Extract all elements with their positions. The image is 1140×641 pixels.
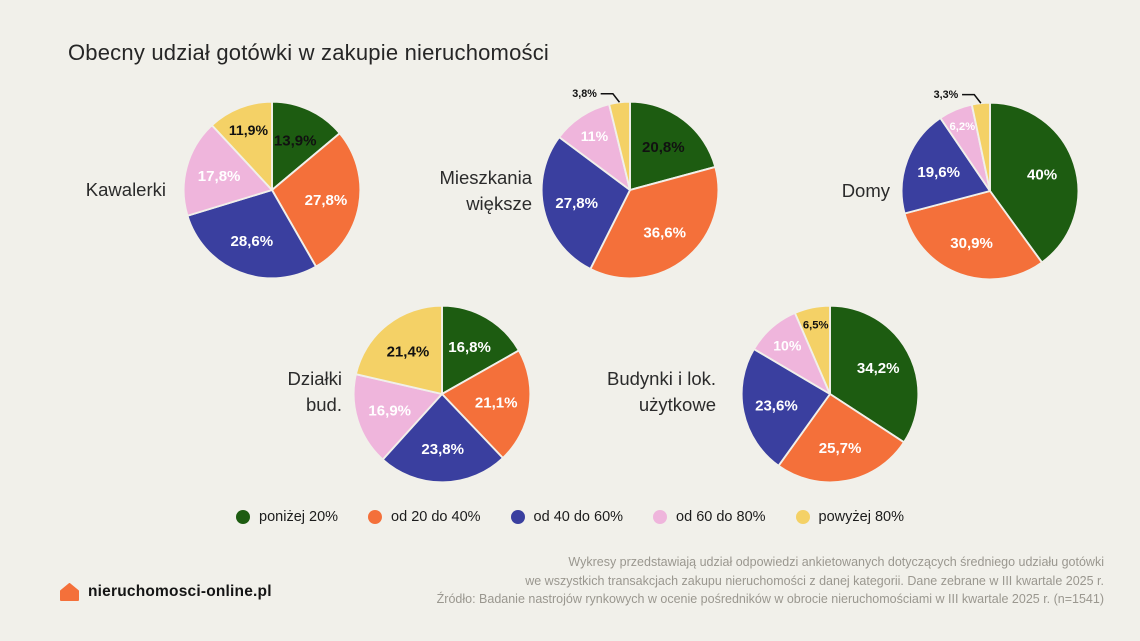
legend-item-orange: od 20 do 40% [368,509,481,525]
pie-slice-label: 25,7% [819,440,862,457]
legend-label: poniżej 20% [259,509,339,525]
pie-slice [186,189,317,280]
pie-slice-label: 40% [1027,166,1057,183]
legend-label: od 60 do 80% [676,509,766,525]
pie-slice-label: 17,8% [198,168,241,185]
pie-slice-label: 6,5% [803,320,829,332]
pie-slice-label: 28,6% [231,233,274,250]
pie-slice-label: 34,2% [857,360,900,377]
pie-slice [793,304,831,395]
house-icon [60,583,79,601]
pie-slice [900,116,991,215]
pie-slice-label: 13,9% [274,133,317,150]
pie-label-dzialki-bud: Działki bud. [287,368,342,415]
pie-slice [210,100,273,191]
pie-slice-label: 27,8% [305,192,348,209]
legend-item-pink: od 60 do 80% [653,509,766,525]
pie-slice-label: 21,1% [475,394,518,411]
legend-label: powyżej 80% [818,509,904,525]
legend-item-yellow: powyżej 80% [795,509,904,525]
pie-slice-label: 11% [581,128,609,144]
pie-slice [441,304,520,395]
legend: poniżej 20% od 20 do 40% od 40 do 60% od 60… [0,509,1140,525]
pie-slice [629,100,717,191]
pie-slice [608,100,631,191]
callout-line [600,93,621,103]
pie-slice-label: 19,6% [917,164,960,181]
callout-line [962,93,982,104]
pie-chart-kawalerki: 13,9% 27,8% 28,6% 17,8% 11,9% [178,96,366,284]
pie-slice-label: 36,6% [643,225,686,242]
pie-label-budynki-uzytkowe: Budynki i lok. użytkowe [607,368,716,415]
legend-item-green: poniżej 20% [236,509,338,525]
footnote: Wykresy przedstawiają udział odpowiedzi … [437,553,1104,609]
legend-label: od 20 do 40% [391,509,481,525]
pie-slice-label: 30,9% [950,235,993,252]
pie-slice [354,304,443,395]
pie-label-kawalerki: Kawalerki [85,179,166,200]
pie-slice [441,349,532,459]
pie-slice-label: 16,9% [368,403,411,420]
legend-dot-icon [653,510,668,524]
pie-chart-domy: 40% 30,9% 19,6% 6,2% 3,3% [896,89,1084,285]
pie-slice-label: 10% [773,338,802,354]
pie-slice [271,100,341,191]
pie-slice [271,132,362,268]
pie-slice-label: 23,8% [421,441,464,458]
pie-slice-label: 11,9% [229,122,269,138]
pie-slice [740,348,831,467]
pie-label-domy: Domy [841,180,890,201]
legend-item-blue: od 40 do 60% [510,509,624,525]
pie-slice-label: 20,8% [642,139,685,156]
pie-label-mieszkania-wieksze: Mieszkania większe [439,167,532,214]
pie-slice [589,166,720,280]
pie-slice [381,393,504,484]
legend-dot-icon [510,510,525,524]
footnote-line-3: Źródło: Badanie nastrojów rynkowych w oc… [436,592,1104,606]
legend-label: od 40 do 60% [533,509,624,525]
pie-chart-dzialki-bud: 16,8% 21,1% 23,8% 16,9% 21,4% [348,300,536,488]
legend-dot-icon [236,510,251,524]
page-title: Obecny udział gotówki w zakupie nierucho… [68,40,550,65]
pie-slice-label: 21,4% [387,343,430,360]
logo-text: nieruchomosci-online.pl [88,583,272,600]
pie-slice-label: 3,3% [934,89,959,101]
pie-slice-label: 23,6% [755,398,798,415]
pie-slice-label: 6,2% [949,121,975,133]
pie-slice-label: 3,8% [572,88,597,100]
pie-chart-budynki-uzytkowe: 34,2% 25,7% 23,6% 10% 6,5% [736,300,924,488]
pie-slice [989,101,1080,264]
pie-chart-mieszkania-wieksze: 20,8% 36,6% 27,8% 11% 3,8% [536,88,724,284]
pie-slice [182,124,273,217]
pie-slice [903,190,1043,281]
logo[interactable]: nieruchomosci-online.pl [60,583,272,601]
legend-dot-icon [368,510,383,524]
legend-dot-icon [795,510,810,524]
pie-slice [540,136,631,270]
pie-slice-label: 16,8% [448,339,491,356]
pie-slice [777,393,905,484]
footnote-line-2: we wszystkich transakcjach zakupu nieruc… [525,573,1104,588]
pie-slice-label: 27,8% [555,195,598,212]
footnote-line-1: Wykresy przedstawiają udział odpowiedzi … [568,555,1104,569]
pie-slice [352,373,443,461]
